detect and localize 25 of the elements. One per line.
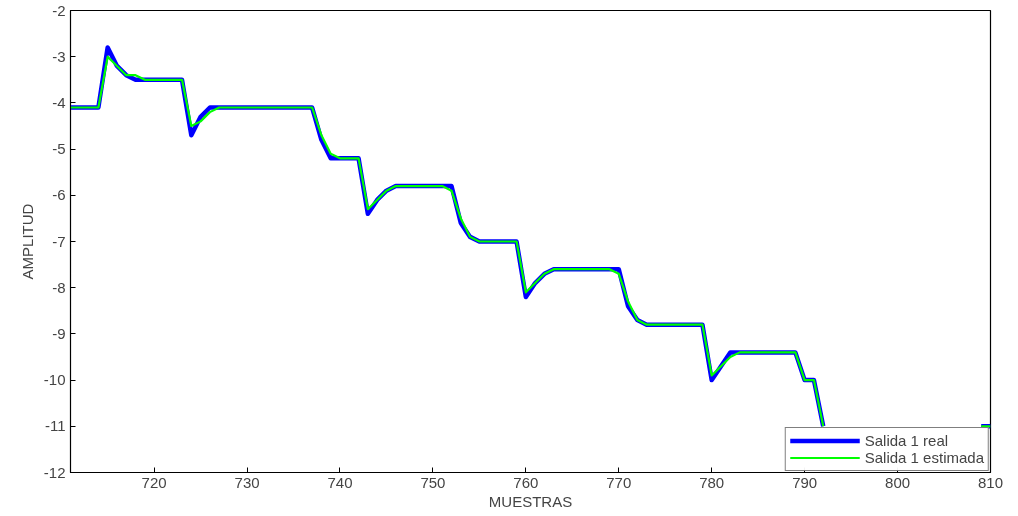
y-tick-label: -9 [52,324,66,342]
legend-label: Salida 1 real [864,432,949,449]
x-tick-label: 800 [885,473,911,491]
y-tick-label: -8 [52,278,66,296]
y-tick-label: -11 [44,417,66,435]
x-tick-label: 780 [699,473,725,491]
x-tick-label: 720 [141,473,167,491]
x-tick-label: 790 [792,473,818,491]
x-tick-label: 750 [420,473,446,491]
y-tick-label: -3 [52,47,66,65]
y-tick-label: -2 [52,1,66,19]
y-tick-label: -5 [52,140,66,158]
y-axis-title: AMPLITUD [18,203,36,280]
x-tick-label: 760 [513,473,539,491]
y-tick-label: -10 [43,371,66,389]
x-tick-label: 810 [977,473,1004,491]
x-tick-label: 730 [234,473,260,491]
x-tick-label: 770 [606,473,632,491]
x-axis-title: MUESTRAS [488,492,573,510]
y-tick-label: -12 [43,463,66,481]
legend-label: Salida 1 estimada [864,449,984,466]
y-tick-label: -4 [52,93,66,111]
x-tick-label: 740 [327,473,353,491]
y-tick-label: -6 [52,186,66,204]
y-tick-label: -7 [52,232,66,250]
